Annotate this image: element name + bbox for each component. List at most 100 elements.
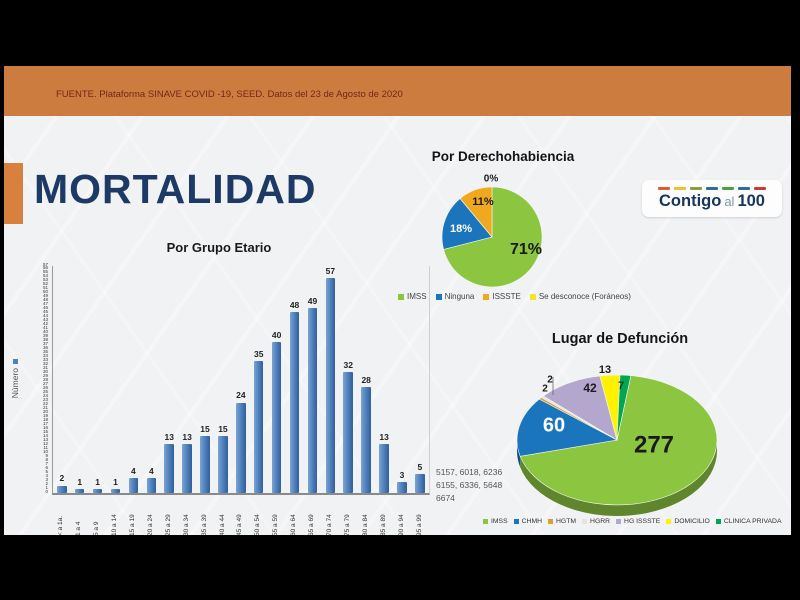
bar-value-label: 40 [271,330,282,341]
y-tick-label: 4 [45,472,48,478]
y-tick-label: 57 [42,261,48,267]
bar-value-label: 32 [343,360,353,371]
y-tick-label: 10 [42,448,48,454]
x-tick-text: 80 a 84 [361,514,369,535]
x-tick-label: 10 a 14 [106,496,124,535]
x-tick-label: 80 a 84 [356,496,374,535]
bar-60 a 64 [289,311,300,493]
pie-value-label-HGRR: 2 [542,384,548,395]
bar-40 a 44 [218,436,228,493]
bar-50 a 54 [253,361,264,493]
logo-dash [674,186,686,190]
legend-swatch [513,519,519,524]
bar-65 a 69 [307,308,318,493]
y-tick-label: 41 [42,325,48,331]
y-tick-label: 15 [42,428,48,434]
bar-45 a 49 [236,402,246,493]
legend-item-Se desconoce (Foráneos): Se desconoce (Foráneos) [529,292,631,301]
y-tick-label: 14 [42,432,48,438]
y-tick-label: 40 [42,329,48,335]
bar-20 a 24 [146,477,157,493]
y-tick-label: 28 [42,377,48,382]
bar-chart-x-axis-labels: < a 1a. 1 a 4 5 a 9 10 a 14 15 a 19 20 a 24 25… [52,496,432,535]
y-tick-label: 27 [42,380,48,386]
bar-75 a 79 [343,372,353,493]
legend-swatch [398,293,404,300]
x-tick-label: 25 a 29 [159,496,177,535]
bar-value-label: 49 [307,296,318,307]
pie-value-label-IMSS: 277 [634,431,674,458]
y-tick-label: 50 [42,289,48,295]
bar-value-label: 2 [59,473,65,484]
x-tick-text: 55 a 59 [272,514,280,535]
logo-word-100: 100 [737,191,765,210]
y-tick-label: 20 [42,408,48,414]
pie-value-label-CHMH: 60 [543,414,565,436]
bar-value-label: 13 [164,431,174,442]
y-tick-label: 8 [45,456,48,462]
logo-dash [754,186,766,190]
y-tick-label: 30 [42,369,48,375]
legend-swatch [616,519,622,524]
legend-swatch [483,519,488,524]
bar-chart-title: Por Grupo Etario [166,240,272,255]
bar-5 a 9 [92,489,103,493]
x-tick-label: 40 a 44 [213,496,231,535]
pie-slice-rim-CHMH [517,440,521,468]
y-tick-label: 42 [42,321,48,327]
y-tick-label: 35 [42,349,48,355]
x-tick-label: 55 a 59 [267,496,285,535]
bar-value-label: 15 [218,424,228,435]
bar-value-label: 5 [417,462,423,473]
side-note-line: 6674 [436,492,455,503]
legend-label: ISSSTE [492,292,521,301]
legend-swatch [435,293,442,300]
pie-slice-rim-IMSS [520,440,717,516]
bar-value-label: 35 [254,348,264,359]
x-tick-text: 35 a 39 [200,514,208,535]
series-swatch-numero [12,359,18,364]
x-tick-text: 65 a 69 [308,514,316,535]
bar-value-label: 24 [236,390,246,401]
y-axis-title: Número [10,368,20,399]
y-tick-label: 53 [42,277,48,283]
y-tick-label: 45 [42,309,48,315]
pie-slice-CLINICA PRIVADA [616,374,632,441]
pie-slice-IMSS [519,375,718,506]
bar-value-label: 13 [182,431,192,442]
y-tick-label: 21 [42,404,48,410]
x-tick-label: 95 a 99 [410,496,428,535]
side-note-line: 5157, 6018, 6236 [436,467,503,477]
side-note-line: 6155, 6336, 5648 [436,479,503,490]
y-tick-label: 54 [42,273,48,279]
legend-swatch [529,293,536,300]
bar-series-legend: Número [7,359,23,398]
pie2-legend: IMSS CHMH HGTM HGRR HG ISSSTE DOMICILIO CLINIC… [483,518,789,525]
x-tick-text: 1 a 4 [75,521,83,535]
y-tick-label: 37 [42,341,48,347]
legend-label: CHMH [521,518,543,525]
y-tick-label: 9 [45,452,48,458]
y-tick-label: 7 [45,460,48,466]
legend-item-HGTM: HGTM [548,518,576,525]
source-text: FUENTE. Plataforma SINAVE COVID -19, SEE… [56,88,403,100]
x-tick-text: 5 a 9 [93,521,101,535]
bar-value-label: 1 [95,477,100,488]
y-tick-label: 49 [42,293,48,299]
x-tick-label: < a 1a. [52,496,70,535]
x-tick-text: 30 a 34 [182,514,190,535]
x-tick-label: 30 a 34 [177,496,195,535]
legend-item-DOMICILIO: DOMICILIO [666,518,710,525]
bar-15 a 19 [128,477,139,493]
y-tick-label: 24 [42,392,48,398]
x-tick-label: 15 a 19 [124,496,142,535]
x-tick-text: 90 a 94 [397,514,405,535]
legend-label: IMSS [491,518,508,525]
bar-value-label: 4 [131,465,136,476]
y-tick-label: 12 [42,440,48,446]
legend-swatch [666,519,672,524]
pie1-title: Por Derechohabiencia [431,149,575,164]
y-tick-label: 0 [45,488,48,494]
y-tick-label: 23 [42,396,48,402]
bar-85 a 89 [379,444,389,493]
